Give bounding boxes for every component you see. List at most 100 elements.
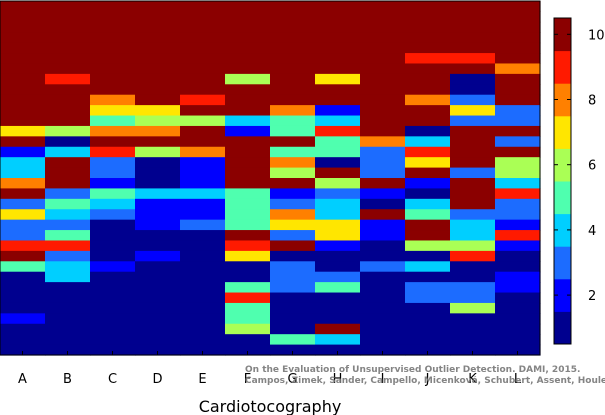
heatmap-cell-D-17 (135, 167, 181, 179)
heatmap-cell-I-17 (360, 167, 406, 179)
heatmap-cell-L-29 (495, 292, 541, 304)
heatmap-cell-H-28 (315, 282, 361, 294)
heatmap-cell-H-29 (315, 292, 361, 304)
heatmap-cell-A-5 (0, 42, 46, 54)
heatmap-cell-B-15 (45, 146, 91, 158)
heatmap-cell-J-22 (405, 219, 451, 231)
heatmap-cell-J-9 (405, 84, 451, 96)
heatmap-cell-D-32 (135, 323, 181, 335)
heatmap-cell-J-19 (405, 188, 451, 200)
heatmap-cell-C-4 (90, 32, 136, 44)
heatmap-cell-G-23 (270, 230, 316, 242)
heatmap-cell-F-14 (225, 136, 271, 148)
heatmap-cell-E-32 (180, 323, 226, 335)
heatmap-cell-F-29 (225, 292, 271, 304)
colorbar-segment-6 (554, 148, 571, 182)
heatmap-cell-G-9 (270, 84, 316, 96)
heatmap-cell-L-13 (495, 125, 541, 137)
heatmap-cell-G-3 (270, 21, 316, 33)
heatmap-cell-E-12 (180, 115, 226, 127)
heatmap-cell-E-1 (180, 1, 226, 13)
heatmap-cell-A-12 (0, 115, 46, 127)
heatmap-cell-E-17 (180, 167, 226, 179)
heatmap-cell-H-7 (315, 63, 361, 75)
heatmap-cell-G-17 (270, 167, 316, 179)
heatmap-cell-C-14 (90, 136, 136, 148)
heatmap-cell-K-17 (450, 167, 496, 179)
heatmap-cell-F-11 (225, 105, 271, 117)
heatmap-cell-G-1 (270, 1, 316, 13)
heatmap-cell-K-28 (450, 282, 496, 294)
heatmap-cell-J-12 (405, 115, 451, 127)
heatmap-cell-H-8 (315, 73, 361, 85)
heatmap-cell-C-33 (90, 334, 136, 346)
heatmap-cell-D-2 (135, 11, 181, 23)
heatmap-cell-D-14 (135, 136, 181, 148)
heatmap-cell-E-33 (180, 334, 226, 346)
heatmap-cell-D-16 (135, 157, 181, 169)
heatmap-cell-D-29 (135, 292, 181, 304)
heatmap-cell-G-5 (270, 42, 316, 54)
heatmap-cell-C-7 (90, 63, 136, 75)
heatmap-cell-A-22 (0, 219, 46, 231)
heatmap-cell-L-15 (495, 146, 541, 158)
heatmap-cell-E-18 (180, 178, 226, 190)
heatmap-cell-I-3 (360, 21, 406, 33)
heatmap-cell-D-7 (135, 63, 181, 75)
heatmap-cell-L-12 (495, 115, 541, 127)
x-tick-label-C: C (108, 372, 117, 387)
heatmap-cell-D-12 (135, 115, 181, 127)
heatmap-cell-J-18 (405, 178, 451, 190)
heatmap-cell-C-6 (90, 53, 136, 65)
heatmap-cell-E-16 (180, 157, 226, 169)
heatmap-cell-J-25 (405, 250, 451, 262)
heatmap-cell-F-15 (225, 146, 271, 158)
heatmap-cell-I-24 (360, 240, 406, 252)
heatmap-cell-E-34 (180, 344, 226, 356)
heatmap-cell-E-21 (180, 209, 226, 221)
heatmap-cell-F-3 (225, 21, 271, 33)
heatmap-cell-E-24 (180, 240, 226, 252)
heatmap-cell-G-4 (270, 32, 316, 44)
heatmap-cell-K-32 (450, 323, 496, 335)
heatmap-cell-F-2 (225, 11, 271, 23)
heatmap-cell-K-3 (450, 21, 496, 33)
heatmap-cell-K-13 (450, 125, 496, 137)
heatmap-cell-H-22 (315, 219, 361, 231)
heatmap-cell-A-30 (0, 302, 46, 314)
heatmap-cell-H-3 (315, 21, 361, 33)
heatmap-cell-G-2 (270, 11, 316, 23)
heatmap-cell-E-19 (180, 188, 226, 200)
heatmap-cell-G-28 (270, 282, 316, 294)
heatmap-cell-H-18 (315, 178, 361, 190)
heatmap-cell-C-25 (90, 250, 136, 262)
heatmap-cell-D-33 (135, 334, 181, 346)
heatmap-cell-L-32 (495, 323, 541, 335)
heatmap-cell-L-28 (495, 282, 541, 294)
heatmap-cell-A-32 (0, 323, 46, 335)
heatmap-cell-E-8 (180, 73, 226, 85)
heatmap-cell-K-18 (450, 178, 496, 190)
heatmap-cell-J-32 (405, 323, 451, 335)
heatmap-cell-I-21 (360, 209, 406, 221)
heatmap-cell-L-20 (495, 198, 541, 210)
heatmap-cell-B-22 (45, 219, 91, 231)
heatmap-cell-I-2 (360, 11, 406, 23)
heatmap-cell-B-7 (45, 63, 91, 75)
heatmap-cell-K-26 (450, 261, 496, 273)
heatmap-cell-G-13 (270, 125, 316, 137)
heatmap-cell-A-26 (0, 261, 46, 273)
colorbar-segment-3 (554, 246, 571, 280)
heatmap-cell-I-27 (360, 271, 406, 283)
heatmap-cell-D-9 (135, 84, 181, 96)
heatmap-cell-H-4 (315, 32, 361, 44)
heatmap-cell-F-22 (225, 219, 271, 231)
heatmap-cell-H-34 (315, 344, 361, 356)
heatmap-cell-H-14 (315, 136, 361, 148)
heatmap-cell-K-11 (450, 105, 496, 117)
heatmap-cell-I-34 (360, 344, 406, 356)
heatmap-cell-C-16 (90, 157, 136, 169)
heatmap-cell-I-33 (360, 334, 406, 346)
heatmap-cell-K-25 (450, 250, 496, 262)
